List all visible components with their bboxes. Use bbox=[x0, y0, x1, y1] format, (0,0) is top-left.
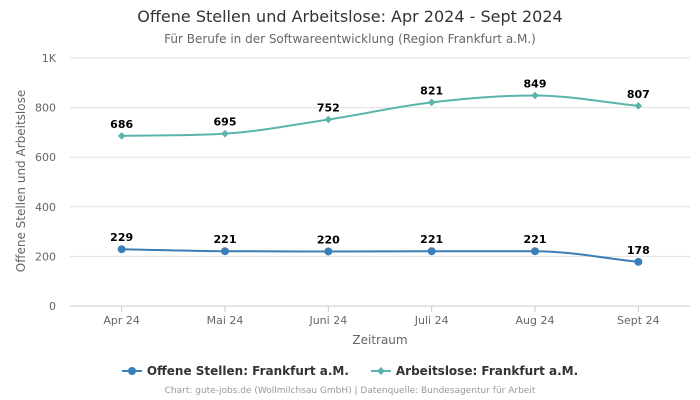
data-point bbox=[117, 132, 126, 140]
y-tick-label: 800 bbox=[35, 102, 56, 115]
data-point bbox=[117, 245, 126, 254]
chart-subtitle: Für Berufe in der Softwareentwicklung (R… bbox=[164, 32, 536, 46]
data-point bbox=[634, 102, 643, 110]
series-1: 686 695 752 821 849 807 bbox=[110, 77, 650, 140]
y-tick-label: 600 bbox=[35, 151, 56, 164]
y-tick-label: 200 bbox=[35, 250, 56, 263]
data-point bbox=[427, 247, 436, 256]
data-label: 752 bbox=[317, 102, 340, 115]
x-axis-label: Zeitraum bbox=[352, 333, 407, 347]
series-0: 229 221 220 221 221 178 bbox=[110, 231, 650, 266]
data-label: 821 bbox=[420, 84, 443, 97]
x-tick-label: Juni 24 bbox=[308, 314, 347, 327]
data-label: 229 bbox=[110, 231, 133, 244]
data-point bbox=[531, 247, 539, 256]
legend-item-1[interactable]: Arbeitslose: Frankfurt a.M. bbox=[370, 364, 579, 378]
data-label: 695 bbox=[214, 116, 237, 129]
x-tick-label: Mai 24 bbox=[207, 314, 244, 327]
legend-item-0[interactable]: Offene Stellen: Frankfurt a.M. bbox=[121, 364, 349, 378]
legend-label: Offene Stellen: Frankfurt a.M. bbox=[146, 364, 349, 378]
data-point bbox=[531, 91, 539, 100]
data-label: 178 bbox=[627, 244, 650, 257]
data-label: 220 bbox=[317, 233, 340, 246]
chart-title: Offene Stellen und Arbeitslose: Apr 2024… bbox=[137, 7, 563, 26]
data-label: 849 bbox=[524, 77, 547, 90]
data-label: 221 bbox=[420, 233, 443, 246]
chart-credits: Chart: gute-jobs.de (Wollmilchsau GmbH) … bbox=[164, 386, 536, 396]
legend-label: Arbeitslose: Frankfurt a.M. bbox=[395, 364, 579, 378]
x-tick-label: Aug 24 bbox=[516, 314, 555, 327]
x-tick-label: Apr 24 bbox=[103, 314, 140, 327]
legend: Offene Stellen: Frankfurt a.M. Arbeitslos… bbox=[0, 364, 700, 378]
y-tick-label: 0 bbox=[49, 300, 56, 313]
data-point bbox=[634, 257, 643, 266]
series-line bbox=[121, 248, 639, 263]
data-point bbox=[221, 129, 229, 138]
y-tick-label: 1K bbox=[42, 52, 57, 65]
x-tick-label: Sept 24 bbox=[617, 314, 660, 327]
y-tick-label: 400 bbox=[35, 201, 56, 214]
data-point bbox=[427, 98, 436, 107]
data-point bbox=[324, 115, 333, 124]
data-point bbox=[221, 247, 229, 256]
x-axis: Apr 24 Mai 24 Juni 24 Juli 24 Aug 24 Sept 24 bbox=[103, 306, 660, 327]
y-axis: 0 200 400 600 800 1K bbox=[35, 52, 57, 313]
data-label: 221 bbox=[214, 233, 237, 246]
data-point bbox=[324, 247, 333, 256]
circle-marker-icon bbox=[121, 367, 142, 375]
series-line bbox=[121, 94, 639, 137]
data-label: 807 bbox=[627, 88, 650, 101]
y-axis-label: Offene Stellen und Arbeitslose bbox=[14, 90, 28, 272]
diamond-marker-icon bbox=[370, 367, 391, 375]
x-tick-label: Juli 24 bbox=[414, 314, 449, 327]
data-label: 221 bbox=[524, 233, 547, 246]
data-label: 686 bbox=[110, 118, 133, 131]
series-layer: 229 221 220 221 221 178 686 695 752 821 849 807 bbox=[110, 77, 650, 266]
grid-lines bbox=[70, 57, 690, 307]
